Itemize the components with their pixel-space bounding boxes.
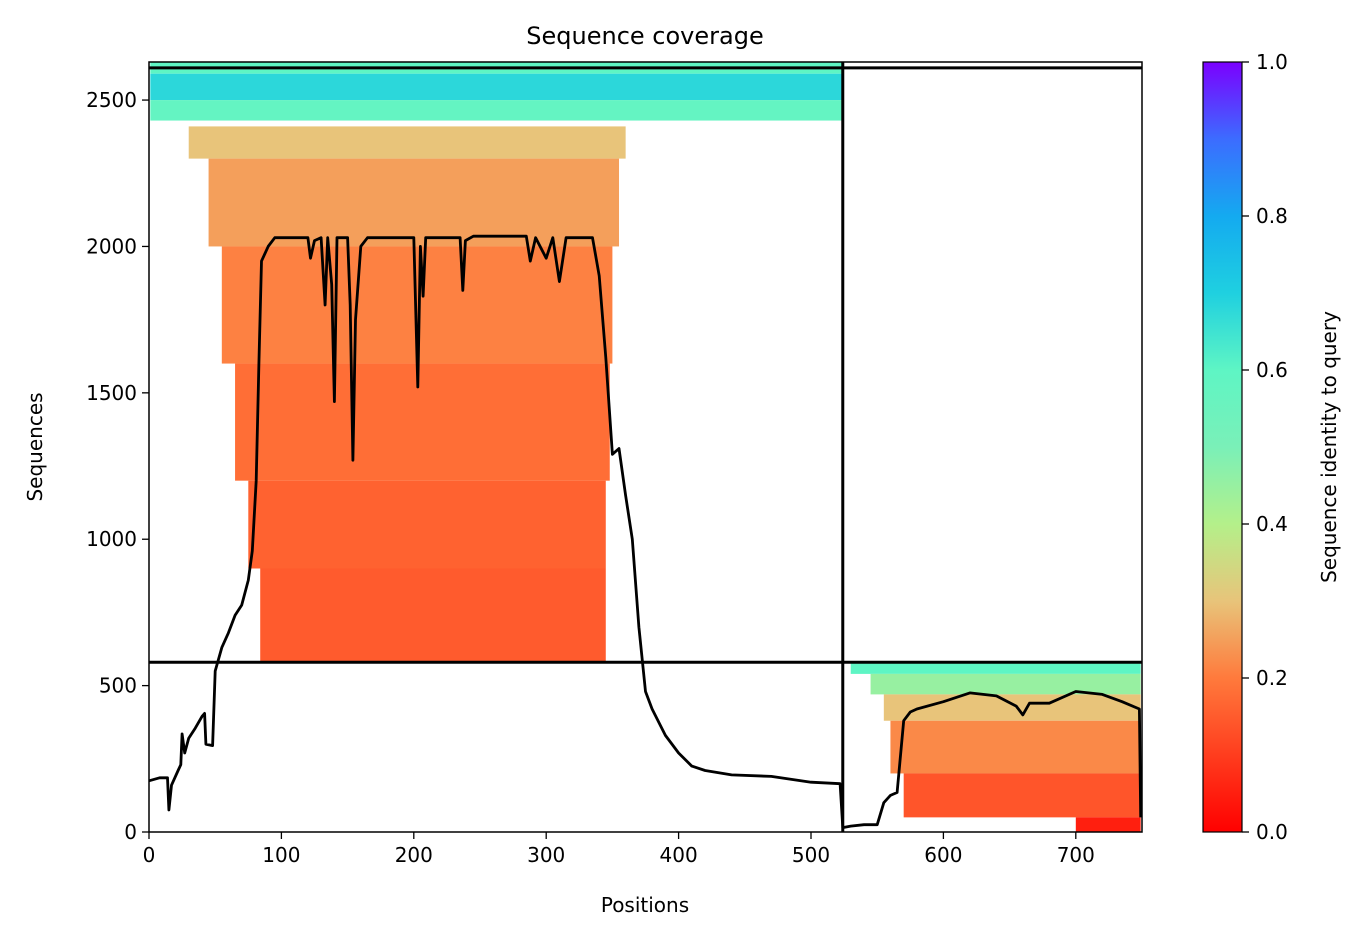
x-tick-label: 400 — [660, 843, 698, 867]
alignment-block — [150, 73, 843, 101]
colorbar-tick-label: 0.6 — [1256, 358, 1288, 382]
colorbar-label: Sequence identity to query — [1317, 311, 1341, 583]
y-tick-label: 2000 — [86, 234, 137, 258]
coverage-line — [148, 234, 1143, 829]
alignment-block — [208, 158, 620, 247]
colorbar-tick-label: 0.8 — [1256, 204, 1288, 228]
colorbar-tick-label: 0.4 — [1256, 512, 1288, 536]
colorbar-ticks: 0.0 0.2 0.4 0.6 0.8 1.0 — [1242, 50, 1288, 844]
group-boundaries — [149, 62, 1142, 832]
alignment-block — [150, 100, 843, 121]
colorbar-tick-label: 0.2 — [1256, 666, 1288, 690]
alignment-block — [1075, 817, 1141, 832]
alignment-block — [870, 673, 1141, 695]
x-tick-label: 100 — [262, 843, 300, 867]
colorbar-tick-label: 1.0 — [1256, 50, 1288, 74]
x-tick-label: 300 — [527, 843, 565, 867]
x-tick-label: 500 — [792, 843, 830, 867]
colorbar — [1202, 61, 1243, 833]
alignment-block — [260, 568, 606, 663]
alignment-block — [235, 363, 610, 481]
alignment-block — [248, 480, 606, 569]
x-tick-label: 600 — [924, 843, 962, 867]
x-axis-ticks: 0 100 200 300 400 500 600 700 — [143, 832, 1095, 867]
x-tick-label: 200 — [395, 843, 433, 867]
chart-title: Sequence coverage — [526, 22, 763, 50]
y-tick-label: 0 — [124, 820, 137, 844]
y-tick-label: 1500 — [86, 381, 137, 405]
y-axis-ticks: 0 500 1000 1500 2000 2500 — [86, 88, 149, 844]
x-axis-label: Positions — [601, 893, 689, 917]
colorbar-tick-label: 0.0 — [1256, 820, 1288, 844]
x-tick-label: 700 — [1057, 843, 1095, 867]
x-tick-label: 0 — [143, 843, 156, 867]
y-tick-label: 2500 — [86, 88, 137, 112]
plot-frame — [148, 61, 1143, 833]
y-tick-label: 1000 — [86, 527, 137, 551]
alignment-block — [903, 773, 1141, 818]
y-axis-label: Sequences — [23, 392, 47, 501]
alignment-block — [188, 126, 626, 159]
y-tick-label: 500 — [99, 674, 137, 698]
alignment-block — [850, 662, 1141, 674]
alignment-blocks — [150, 62, 1141, 832]
alignment-block — [890, 720, 1141, 774]
